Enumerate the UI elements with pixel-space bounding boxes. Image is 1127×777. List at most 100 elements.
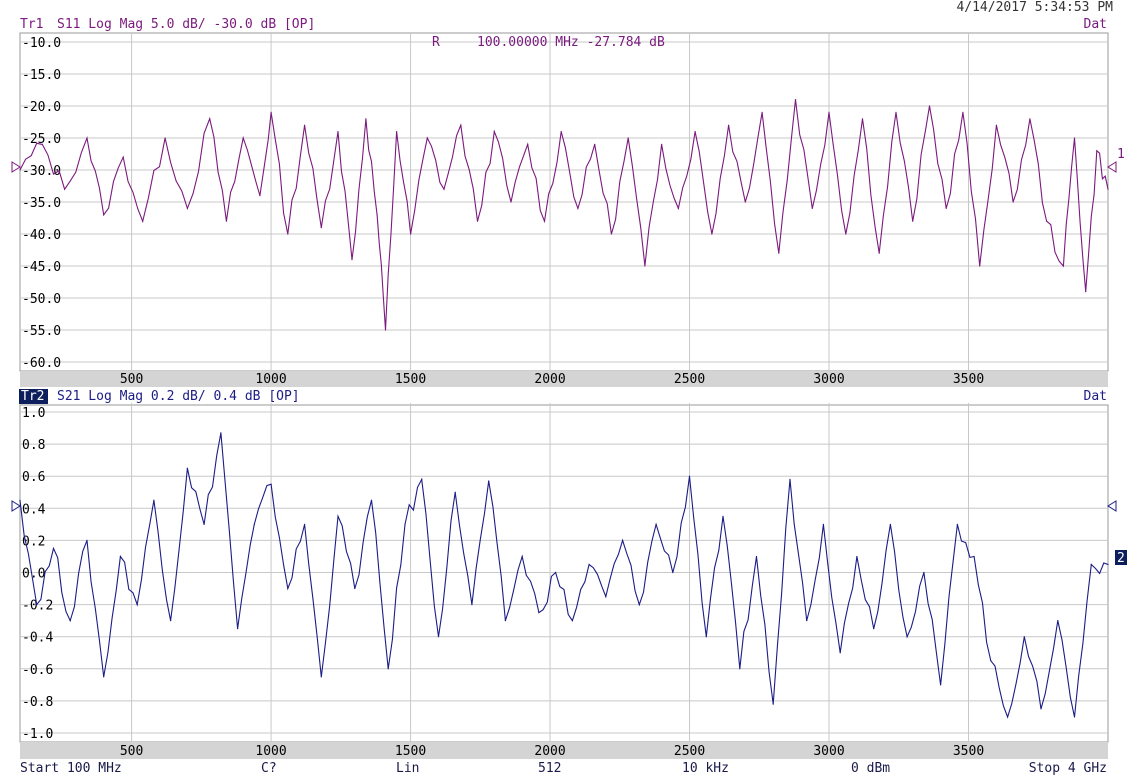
trace2-ytick-label: 0.8 — [22, 438, 45, 453]
trace1-data-point — [320, 227, 322, 229]
trace1-data-point — [19, 169, 21, 171]
trace2-data-point — [1090, 563, 1092, 566]
panel2-plot-area — [19, 404, 1109, 743]
trace1-data-point — [142, 220, 144, 222]
trace2-data-point — [1006, 716, 1009, 718]
trace2-data-point — [488, 480, 490, 482]
panel2-xaxis-bar — [20, 742, 1108, 759]
trace2-xtick-label: 3500 — [953, 744, 984, 759]
trace1-data-point — [594, 143, 596, 145]
trace2-data-point — [672, 571, 674, 574]
trace1-data-point — [209, 118, 211, 120]
trace1-data-point — [694, 131, 696, 133]
trace2-data-point — [437, 636, 440, 638]
trace2-data-point — [772, 703, 774, 705]
trace2-data-point — [822, 523, 825, 525]
panel1-xaxis-bar — [20, 371, 1108, 387]
trace1-data-point — [1012, 201, 1014, 203]
trace1-data-point — [644, 265, 646, 267]
trace1-ytick-label: -60.0 — [22, 356, 61, 371]
trace1-data-point — [225, 220, 228, 222]
trace2-ytick-label: 1.0 — [22, 406, 45, 421]
trace1-title[interactable]: S11 Log Mag 5.0 dB/ -30.0 dB [OP] — [57, 17, 316, 32]
trace2-data-point — [722, 515, 724, 517]
footer-start[interactable]: Start 100 MHz — [20, 761, 122, 776]
trace2-data-point — [454, 491, 456, 493]
footer-points[interactable]: 512 — [538, 761, 562, 776]
trace2-ytick-label: -1.0 — [22, 727, 53, 742]
trace2-data-point — [52, 547, 55, 550]
trace1-status: Dat — [1083, 17, 1107, 32]
trace2-data-point — [1107, 563, 1109, 566]
trace1-data-point — [861, 118, 864, 120]
trace2-ytick-label: 0.2 — [22, 534, 45, 549]
ref-arrow-right-1[interactable] — [1107, 161, 1117, 173]
ref-marker-1-label[interactable]: 1 — [1117, 147, 1125, 162]
trace1-data-point — [396, 131, 398, 133]
trace2-status: Dat — [1083, 389, 1107, 404]
trace2-data-point — [789, 478, 791, 481]
trace2-ytick-label: -0.4 — [22, 631, 53, 646]
trace2-data-point — [504, 620, 507, 622]
ref-arrow-left-2[interactable] — [11, 500, 21, 512]
trace1-data-point — [895, 111, 897, 113]
trace1-data-point — [1062, 265, 1064, 267]
ref-marker-2-label[interactable]: 2 — [1117, 551, 1125, 566]
trace1-data-point — [878, 252, 880, 254]
trace1-xtick-label: 2500 — [674, 372, 705, 387]
trace1-data-point — [945, 207, 947, 209]
ref-arrow-left-1[interactable] — [11, 161, 21, 173]
footer-cal[interactable]: C? — [261, 761, 277, 776]
trace1-data-point — [242, 137, 244, 139]
trace2-data-point — [940, 684, 942, 686]
trace2-id-label[interactable]: Tr2 — [21, 389, 45, 404]
trace2-ytick-label: -0.2 — [22, 599, 53, 614]
trace1-xtick-label: 2000 — [534, 372, 565, 387]
footer-ifbw[interactable]: 10 kHz — [682, 761, 729, 776]
trace1-data-point — [928, 105, 931, 107]
ref-arrow-right-2[interactable] — [1107, 500, 1117, 512]
trace2-data-point — [839, 652, 841, 654]
trace2-xtick-label: 3000 — [813, 744, 844, 759]
trace1-data-point — [186, 207, 188, 209]
trace2-data-point — [806, 620, 808, 622]
trace2-xtick-label: 2000 — [534, 744, 565, 759]
trace1-ytick-label: -50.0 — [22, 292, 61, 307]
trace2-data-point — [220, 432, 222, 434]
trace2-data-point — [956, 523, 958, 525]
trace1-data-point — [86, 137, 88, 139]
trace1-data-point — [303, 124, 306, 126]
trace1-id-label[interactable]: Tr1 — [20, 17, 44, 32]
panel1-tick-labels: -10.0 -15.0 -20.0 -25.0 -30.0 -35.0 -40.0 -45.0… — [22, 36, 984, 387]
trace1-data-point — [103, 214, 105, 216]
tr2-label-bg[interactable] — [19, 389, 48, 404]
trace2-title[interactable]: S21 Log Mag 0.2 dB/ 0.4 dB [OP] — [57, 389, 300, 404]
trace1-data-point — [384, 329, 387, 331]
trace1-data-point — [560, 131, 562, 133]
trace1-data-point — [1029, 118, 1031, 120]
trace2-data-point — [705, 636, 707, 638]
trace1-data-point — [259, 195, 261, 197]
trace2-data-point — [571, 620, 573, 622]
trace2-data-point — [1057, 620, 1059, 622]
trace1-ytick-label: -10.0 — [22, 36, 61, 51]
trace2-ytick-label: -0.6 — [22, 663, 53, 678]
footer-sweep[interactable]: Lin — [396, 761, 420, 776]
trace1-data-point — [493, 131, 495, 133]
footer-power[interactable]: 0 dBm — [851, 761, 891, 776]
ref-marker-2-bg[interactable] — [1115, 550, 1127, 565]
trace2-data-point — [688, 475, 691, 477]
trace2-ytick-label: 0.6 — [22, 470, 45, 485]
trace2-data-point — [287, 587, 289, 590]
trace2-data-point — [103, 676, 105, 678]
trace2-data-point — [1073, 716, 1076, 718]
trace2-data-point — [1040, 708, 1042, 710]
trace1-ytick-label: -35.0 — [22, 196, 61, 211]
trace1-data-point — [761, 111, 763, 113]
trace2-data-point — [270, 483, 272, 485]
trace2-data-point — [755, 555, 758, 558]
footer-stop[interactable]: Stop 4 GHz — [1028, 761, 1107, 776]
trace2-data-point — [588, 563, 590, 566]
